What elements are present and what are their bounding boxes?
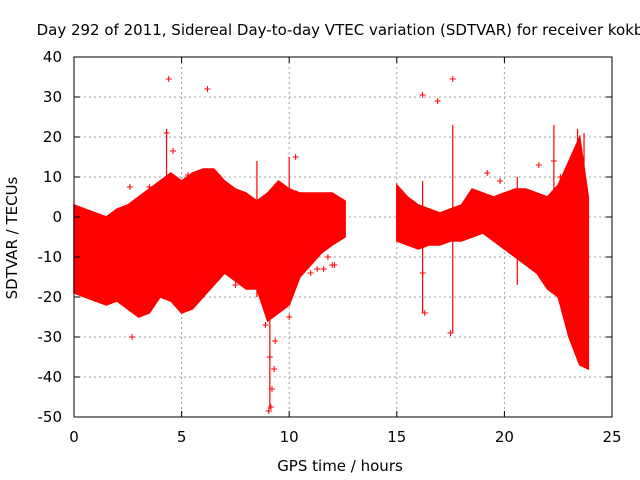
data-point <box>447 330 454 336</box>
data-point <box>265 408 272 414</box>
data-point <box>204 86 211 92</box>
y-tick-label: -30 <box>38 328 63 346</box>
data-point <box>292 154 299 160</box>
data-point <box>307 270 314 276</box>
data-point <box>232 282 239 288</box>
data-point <box>169 148 176 154</box>
y-tick-label: -50 <box>38 408 63 426</box>
y-tick-label: 0 <box>52 208 62 226</box>
chart-title: Day 292 of 2011, Sidereal Day-to-day VTE… <box>37 21 640 39</box>
x-tick-label: 25 <box>602 428 621 446</box>
plot-area <box>73 76 590 414</box>
x-tick-label: 15 <box>387 428 406 446</box>
x-axis-label: GPS time / hours <box>277 457 403 475</box>
y-tick-label: 30 <box>43 88 62 106</box>
data-point <box>286 314 293 320</box>
y-tick-label: -10 <box>38 248 63 266</box>
data-point <box>324 254 331 260</box>
data-point <box>331 262 338 268</box>
data-point <box>272 338 279 344</box>
data-point <box>129 334 136 340</box>
data-point <box>497 178 504 184</box>
data-point <box>267 404 274 410</box>
data-point <box>550 158 557 164</box>
axes: 0 5 10 15 20 25 -50 -40 -30 -20 -10 0 10 20 30 40 <box>38 48 622 446</box>
x-tick-label: 20 <box>495 428 514 446</box>
data-point <box>314 266 321 272</box>
y-tick-label: -20 <box>38 288 63 306</box>
data-point <box>266 354 273 360</box>
data-point <box>262 322 269 328</box>
data-point <box>320 266 327 272</box>
data-point <box>434 98 441 104</box>
plot-frame <box>73 56 613 418</box>
data-point <box>535 162 542 168</box>
data-point <box>185 172 192 178</box>
y-tick-label: 10 <box>43 168 62 186</box>
data-point <box>146 184 153 190</box>
data-point <box>271 366 278 372</box>
x-tick-label: 5 <box>177 428 187 446</box>
data-point <box>557 174 564 180</box>
y-tick-label: -40 <box>38 368 63 386</box>
data-point <box>484 170 491 176</box>
data-point <box>419 92 426 98</box>
y-axis-label: SDTVAR / TECUs <box>3 176 21 299</box>
data-band-1 <box>73 168 346 323</box>
data-point <box>419 270 426 276</box>
y-tick-label: 40 <box>43 48 62 66</box>
data-point <box>163 130 170 136</box>
x-tick-label: 0 <box>69 428 79 446</box>
data-point <box>165 76 172 82</box>
data-point <box>449 76 456 82</box>
y-tick-label: 20 <box>43 128 62 146</box>
data-band-2 <box>396 134 590 371</box>
data-point <box>126 184 133 190</box>
x-tick-label: 10 <box>280 428 299 446</box>
data-point <box>421 310 428 316</box>
data-point <box>268 386 275 392</box>
